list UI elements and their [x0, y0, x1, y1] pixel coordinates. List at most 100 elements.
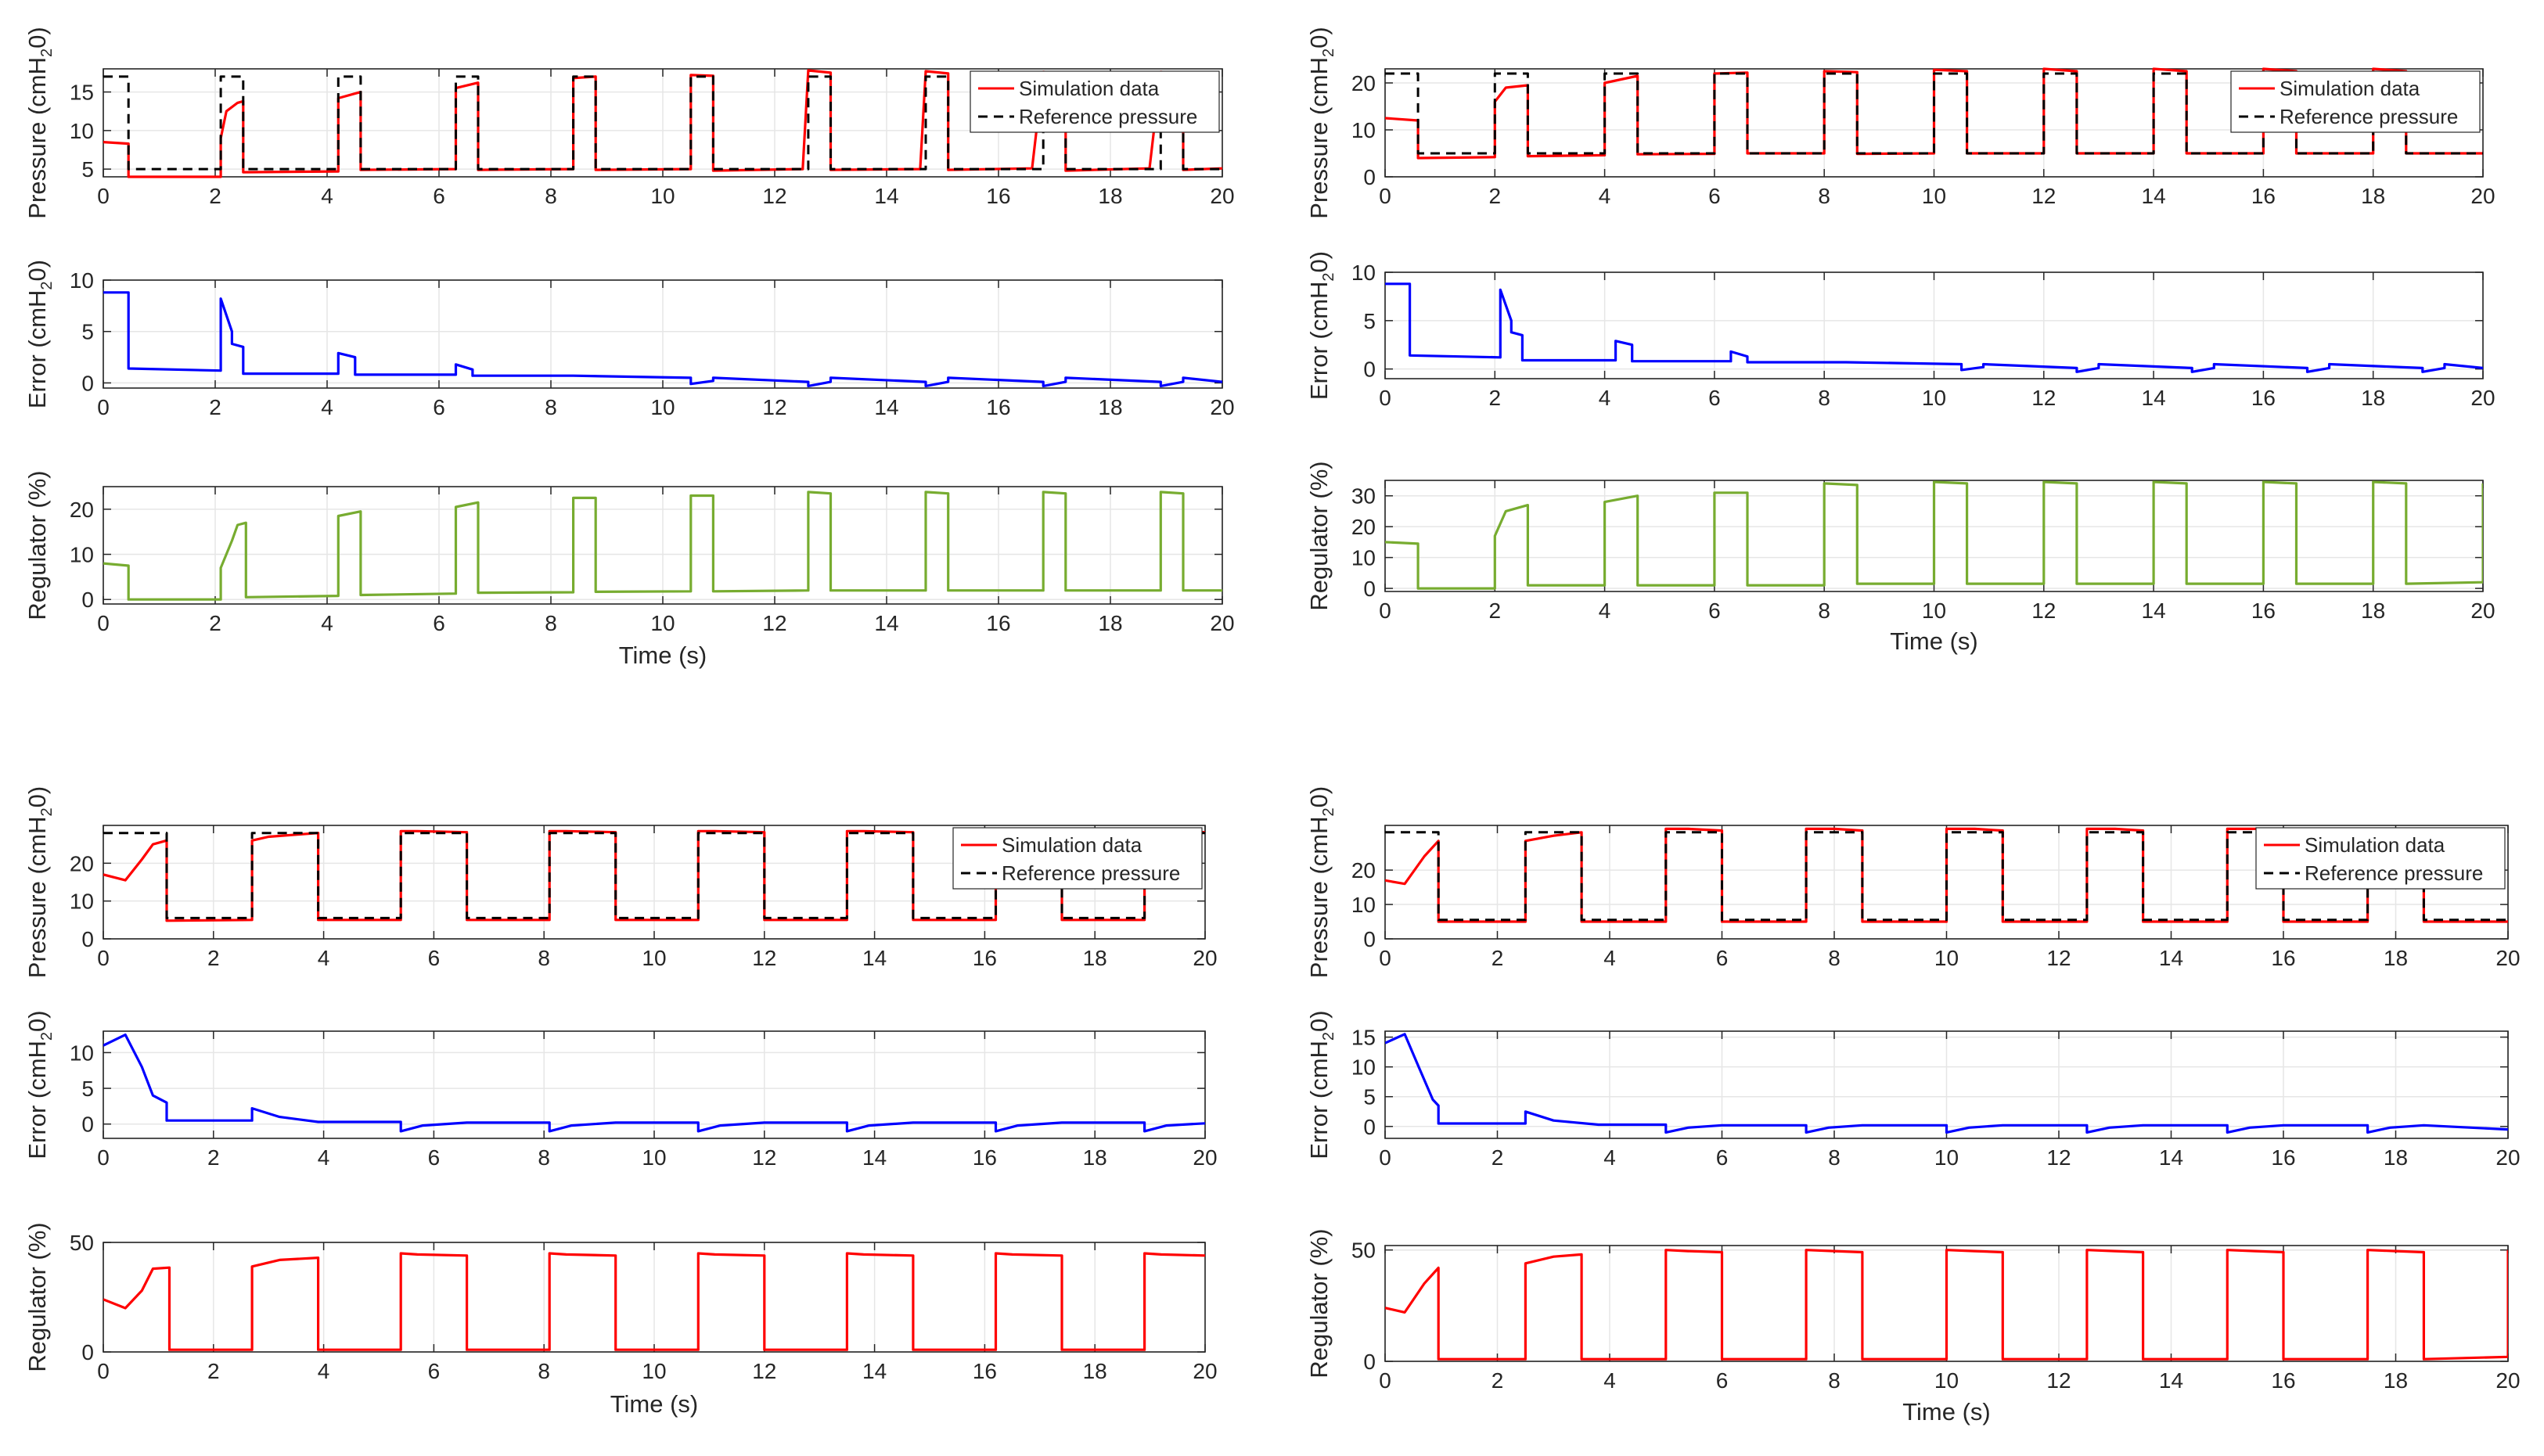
- y-axis-label: Regulator (%): [23, 1222, 51, 1372]
- series-line-error: [103, 291, 1222, 387]
- x-tick-label: 8: [545, 611, 557, 635]
- x-tick-label: 10: [1934, 1368, 1959, 1393]
- y-axis-label-end: 0): [1305, 1010, 1333, 1032]
- legend-box: [952, 827, 1203, 890]
- y-axis-label-end: 0): [23, 260, 51, 282]
- x-tick-label: 0: [1379, 1145, 1391, 1170]
- y-axis-label-end: 0): [1305, 786, 1333, 808]
- x-tick-label: 4: [318, 1359, 330, 1383]
- x-tick-label: 12: [752, 1145, 776, 1170]
- series-group: [103, 491, 1222, 601]
- x-tick-label: 2: [1489, 386, 1502, 410]
- x-tick-label: 12: [762, 395, 786, 419]
- x-tick-label: 20: [1193, 946, 1217, 970]
- y-axis-label-end: 0): [23, 786, 51, 808]
- legend-box: [970, 70, 1220, 133]
- x-tick-label: 12: [2031, 184, 2056, 208]
- x-tick-label: 14: [862, 1359, 887, 1383]
- y-tick-label: 10: [1351, 261, 1376, 285]
- x-tick-label: 20: [1210, 184, 1234, 208]
- x-tick-label: 18: [1098, 184, 1122, 208]
- x-tick-label: 14: [874, 395, 898, 419]
- series-line-regulator: [1385, 1249, 2508, 1361]
- x-tick-label: 18: [1083, 1359, 1107, 1383]
- x-tick-label: 2: [1491, 1145, 1504, 1170]
- y-tick-label: 10: [1351, 893, 1376, 917]
- x-tick-label: 4: [321, 611, 333, 635]
- series-line-reference-pressure: [1385, 831, 2508, 922]
- x-tick-label: 16: [973, 1359, 997, 1383]
- x-tick-label: 8: [1818, 599, 1830, 623]
- x-tick-label: 2: [1491, 1368, 1504, 1393]
- series-group: [1385, 480, 2483, 590]
- x-tick-label: 2: [209, 184, 221, 208]
- x-tick-label: 20: [1210, 611, 1234, 635]
- y-axis-label: Error (cmH20): [23, 1010, 56, 1159]
- x-tick-label: 16: [2251, 184, 2276, 208]
- x-tick-label: 14: [2159, 946, 2183, 970]
- y-tick-label: 15: [70, 81, 94, 105]
- x-tick-label: 10: [642, 1359, 666, 1383]
- legend-label: Simulation data: [2305, 833, 2445, 857]
- regulator-subplot: 0 2 4 6 8 10 12 14 16 18 20 0 10 20 Regulator (%): [23, 470, 1235, 635]
- y-tick-label: 0: [1363, 1350, 1376, 1374]
- y-axis-label: Regulator (%): [1305, 461, 1333, 610]
- x-tick-label: 12: [2046, 1145, 2071, 1170]
- x-tick-label: 20: [2495, 1145, 2520, 1170]
- x-tick-label: 16: [2251, 599, 2276, 623]
- x-tick-label: 14: [2159, 1145, 2183, 1170]
- x-tick-label: 0: [97, 1359, 110, 1383]
- series-line-reference-pressure: [103, 832, 1205, 919]
- y-axis-label-main: Error (cmH: [23, 1041, 51, 1159]
- legend-label: Reference pressure: [2305, 861, 2483, 885]
- x-tick-label: 0: [1379, 599, 1391, 623]
- x-tick-label: 6: [1708, 184, 1721, 208]
- x-tick-label: 6: [433, 184, 445, 208]
- x-tick-label: 10: [1934, 1145, 1959, 1170]
- y-tick-label: 30: [1351, 484, 1376, 509]
- x-tick-label: 18: [2384, 1368, 2408, 1393]
- series-line-regulator: [103, 491, 1222, 601]
- x-tick-label: 10: [650, 611, 675, 635]
- y-tick-label: 0: [81, 1340, 94, 1364]
- y-tick-label: 10: [70, 1041, 94, 1065]
- y-axis-label-main: Error (cmH: [23, 290, 51, 409]
- x-tick-label: 18: [1083, 946, 1107, 970]
- x-tick-label: 12: [752, 946, 776, 970]
- x-tick-label: 4: [1599, 184, 1611, 208]
- y-axis-label-subscript: 2: [1320, 49, 1337, 57]
- y-tick-label: 20: [1351, 515, 1376, 539]
- x-tick-label: 16: [2251, 386, 2276, 410]
- y-tick-label: 10: [1351, 118, 1376, 142]
- x-tick-label: 2: [1491, 946, 1504, 970]
- x-tick-label: 10: [650, 184, 675, 208]
- y-tick-label: 20: [70, 851, 94, 875]
- legend: Simulation data Reference pressure: [2230, 70, 2481, 133]
- y-axis-label: Pressure (cmH20): [1305, 786, 1337, 978]
- series-group: [103, 291, 1222, 387]
- y-tick-label: 0: [1363, 577, 1376, 601]
- series-group: [1385, 67, 2483, 160]
- y-axis-label-main: Pressure (cmH: [1305, 817, 1333, 979]
- x-tick-label: 18: [2384, 1145, 2408, 1170]
- series-line-error: [1385, 1033, 2508, 1134]
- x-tick-label: 10: [1922, 184, 1946, 208]
- y-axis-label-main: Regulator (%): [1305, 461, 1333, 610]
- x-tick-label: 6: [428, 946, 441, 970]
- legend: Simulation data Reference pressure: [970, 70, 1220, 133]
- legend-label: Reference pressure: [1019, 105, 1197, 128]
- x-tick-label: 8: [1828, 946, 1841, 970]
- y-axis-label-main: Error (cmH: [1305, 282, 1333, 401]
- x-tick-label: 6: [428, 1359, 441, 1383]
- x-axis-label: Time (s): [619, 642, 707, 669]
- x-tick-label: 16: [986, 395, 1010, 419]
